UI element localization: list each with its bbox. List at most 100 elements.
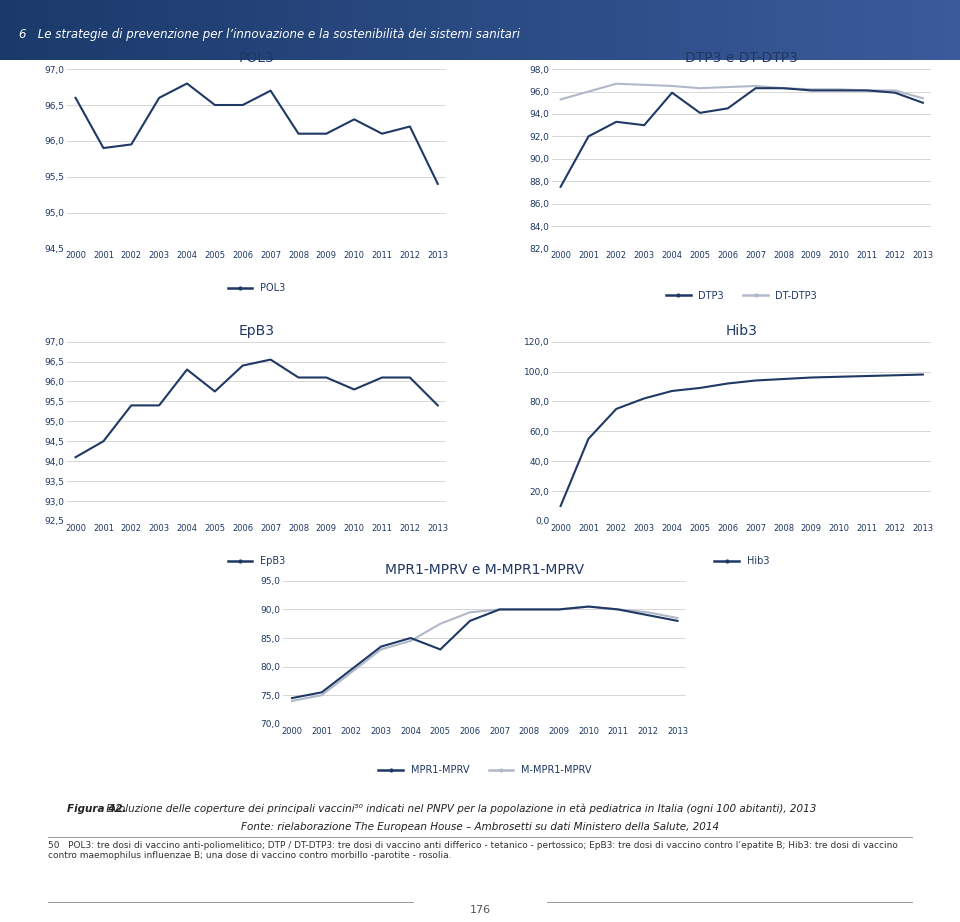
Bar [158,0,164,60]
Bar [58,0,63,60]
Bar [14,0,20,60]
Bar [614,0,620,60]
Bar [427,0,433,60]
DTP3 [861,85,873,96]
Legend: Hib3: Hib3 [710,552,773,570]
Bar [816,0,822,60]
Bar [326,0,332,60]
Bar [43,0,49,60]
Title: POL3: POL3 [239,52,275,65]
Bar [581,0,587,60]
Bar [576,0,582,60]
Bar [619,0,625,60]
Bar [782,0,788,60]
DTP3 [583,131,594,142]
Bar [629,0,635,60]
Bar [941,0,947,60]
Bar [634,0,639,60]
Bar [821,0,827,60]
Bar [826,0,831,60]
Bar [288,0,294,60]
DTP3 [778,83,789,94]
Bar [662,0,668,60]
Bar [163,0,169,60]
Legend: DTP3, DT-DTP3: DTP3, DT-DTP3 [662,287,821,304]
Bar [134,0,140,60]
Bar [754,0,759,60]
Bar [336,0,342,60]
Text: Fonte: rielaborazione The European House – Ambrosetti su dati Ministero della Sa: Fonte: rielaborazione The European House… [241,822,719,833]
Legend: EpB3: EpB3 [224,552,289,570]
Title: EpB3: EpB3 [239,324,275,337]
Bar [101,0,107,60]
DTP3 [805,85,817,96]
Bar [624,0,630,60]
Bar [600,0,606,60]
Bar [523,0,529,60]
DT-DTP3 [778,83,789,94]
DT-DTP3 [555,94,566,105]
DTP3 [833,85,845,96]
Bar [446,0,452,60]
Bar [106,0,111,60]
DT-DTP3 [917,93,928,104]
Bar [0,0,6,60]
Bar [907,0,913,60]
Bar [518,0,524,60]
Legend: POL3: POL3 [224,279,289,298]
Bar [557,0,563,60]
Bar [845,0,851,60]
Bar [120,0,126,60]
Bar [408,0,414,60]
Bar [259,0,265,60]
DTP3 [694,107,706,118]
Bar [470,0,476,60]
Bar [269,0,275,60]
Text: 176: 176 [469,905,491,916]
Bar [283,0,289,60]
Bar [91,0,97,60]
Bar [384,0,390,60]
Bar [192,0,198,60]
Title: Hib3: Hib3 [726,324,757,337]
Bar [139,0,145,60]
Bar [72,0,78,60]
Bar [730,0,735,60]
Bar [749,0,755,60]
DTP3 [611,116,622,127]
Bar [538,0,543,60]
Bar [514,0,519,60]
Bar [869,0,875,60]
Bar [835,0,841,60]
Bar [202,0,207,60]
Bar [677,0,683,60]
Bar [864,0,870,60]
DT-DTP3 [722,81,733,92]
Bar [811,0,817,60]
Line: DTP3: DTP3 [561,89,923,187]
Bar [494,0,500,60]
Bar [466,0,471,60]
Bar [710,0,716,60]
Bar [739,0,745,60]
Bar [802,0,807,60]
Bar [437,0,443,60]
Bar [715,0,721,60]
DT-DTP3 [611,78,622,89]
Bar [701,0,707,60]
Bar [418,0,423,60]
Bar [389,0,395,60]
Line: DT-DTP3: DT-DTP3 [561,84,923,100]
Bar [206,0,212,60]
DTP3 [917,97,928,108]
Bar [96,0,102,60]
Bar [331,0,337,60]
Bar [667,0,673,60]
Bar [883,0,889,60]
Bar [77,0,83,60]
Bar [792,0,798,60]
Bar [888,0,894,60]
Bar [360,0,366,60]
Text: 6   Le strategie di prevenzione per l’innovazione e la sostenibilità dei sistemi: 6 Le strategie di prevenzione per l’inno… [19,29,520,41]
DT-DTP3 [889,85,900,96]
